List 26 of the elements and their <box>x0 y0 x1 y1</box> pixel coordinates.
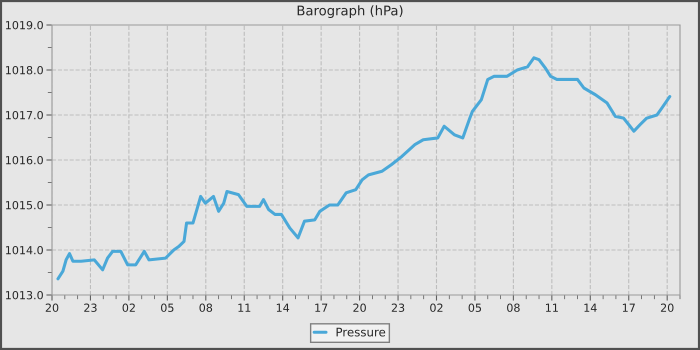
x-tick-label: 02 <box>430 304 442 312</box>
x-tick-label: 23 <box>392 304 404 312</box>
y-tick-label: 1016.0 <box>6 156 43 164</box>
x-tick-label: 20 <box>660 304 674 312</box>
x-tick-label: 02 <box>122 304 135 312</box>
x-tick-label: 11 <box>238 304 250 312</box>
x-tick-label: 14 <box>276 304 290 312</box>
x-tick-label: 08 <box>199 304 212 312</box>
chart-title: Barograph (hPa) <box>298 5 402 18</box>
y-tick-label: 1019.0 <box>6 20 43 30</box>
y-tick-label: 1015.0 <box>6 200 43 210</box>
legend-label: Pressure <box>336 328 386 337</box>
y-tick-label: 1013.0 <box>6 290 43 300</box>
x-tick-label: 08 <box>507 304 520 312</box>
x-tick-label: 05 <box>468 304 482 312</box>
x-tick-label: 20 <box>353 304 366 312</box>
y-tick-label: 1014.0 <box>6 246 43 254</box>
x-tick-label: 14 <box>584 304 597 312</box>
x-tick-label: 23 <box>84 304 97 312</box>
x-tick-label: 20 <box>46 304 58 312</box>
x-tick-label: 17 <box>622 304 635 312</box>
x-tick-label: 17 <box>315 304 328 312</box>
x-tick-label: 11 <box>546 304 558 312</box>
y-tick-label: 1018.0 <box>6 66 43 74</box>
y-tick-label: 1017.0 <box>6 110 43 120</box>
x-tick-label: 05 <box>161 304 174 312</box>
